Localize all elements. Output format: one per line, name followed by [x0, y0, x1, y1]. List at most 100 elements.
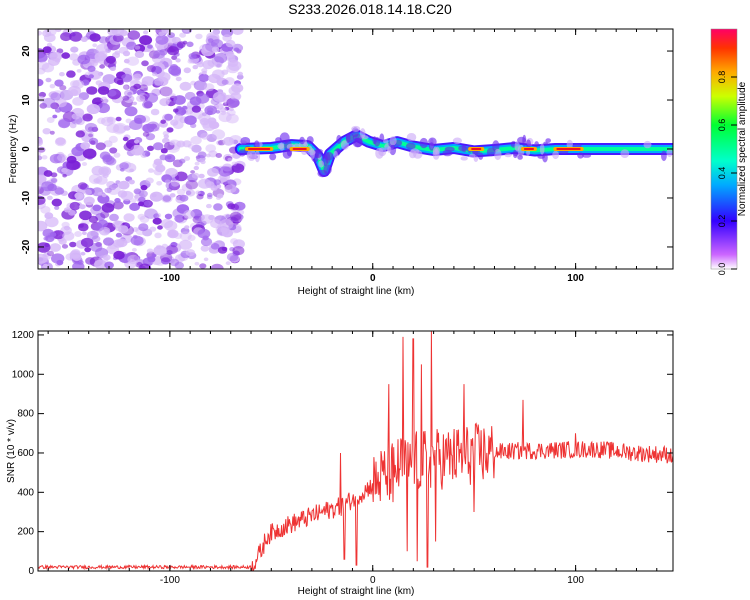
- noise-speckle: [38, 52, 48, 63]
- noise-speckle: [81, 162, 88, 166]
- noise-speckle: [134, 45, 141, 50]
- noise-speckle: [221, 246, 228, 251]
- noise-speckle: [159, 49, 168, 56]
- ridge-fuzz: [432, 146, 438, 156]
- noise-speckle: [107, 29, 118, 36]
- noise-speckle: [214, 62, 223, 68]
- noise-speckle: [86, 103, 101, 115]
- noise-speckle: [146, 65, 156, 73]
- ridge-fuzz: [543, 141, 548, 146]
- noise-speckle: [38, 151, 42, 157]
- noise-speckle: [86, 86, 98, 95]
- noise-speckle: [183, 156, 191, 161]
- noise-speckle: [210, 243, 220, 250]
- noise-speckle: [160, 119, 166, 124]
- colorbar-label: Normalized spectral amplitude: [737, 81, 748, 216]
- noise-speckle: [77, 54, 91, 65]
- noise-speckle: [114, 198, 121, 203]
- noise-speckle: [153, 245, 167, 256]
- ridge-fuzz: [383, 139, 389, 144]
- noise-speckle: [203, 257, 209, 262]
- noise-speckle: [149, 226, 157, 232]
- noise-speckle: [55, 29, 62, 33]
- noise-speckle: [229, 98, 240, 108]
- noise-speckle: [39, 102, 48, 109]
- noise-speckle: [179, 194, 189, 202]
- noise-speckle: [225, 261, 231, 266]
- noise-speckle: [225, 39, 236, 48]
- noise-speckle: [42, 29, 52, 37]
- noise-speckle: [170, 68, 181, 77]
- noise-speckle: [216, 196, 221, 200]
- ridge-fuzz: [309, 148, 315, 160]
- noise-speckle: [60, 32, 72, 42]
- noise-speckle: [75, 130, 86, 138]
- noise-speckle: [97, 194, 110, 204]
- noise-speckle: [197, 151, 207, 159]
- noise-speckle: [230, 203, 240, 211]
- ridge-fuzz: [340, 140, 349, 150]
- noise-speckle: [154, 212, 162, 218]
- noise-speckle: [167, 32, 175, 38]
- noise-speckle: [192, 215, 203, 224]
- noise-speckle: [192, 64, 199, 70]
- noise-speckle: [191, 144, 202, 153]
- noise-speckle: [118, 225, 129, 234]
- ridge-fuzz: [517, 154, 523, 160]
- noise-speckle: [96, 43, 109, 54]
- noise-speckle: [59, 85, 67, 91]
- noise-speckle: [218, 166, 232, 177]
- noise-speckle: [191, 105, 201, 113]
- noise-speckle: [157, 225, 163, 230]
- noise-speckle: [133, 188, 142, 195]
- noise-speckle: [180, 227, 190, 235]
- noise-speckle: [115, 232, 122, 238]
- snr-panel: -100 0 100 0 200 400 600 800 1000 1200 Height of…: [6, 330, 674, 597]
- noise-speckle: [198, 73, 210, 82]
- noise-speckle: [214, 53, 228, 64]
- colorbar-ticks: 0.0 0.2 0.4 0.6 0.8: [717, 71, 737, 275]
- noise-speckle: [184, 115, 197, 125]
- noise-speckle: [169, 141, 175, 146]
- noise-speckle: [88, 215, 99, 223]
- noise-speckle: [221, 79, 229, 85]
- noise-speckle: [71, 113, 80, 120]
- ridge-fuzz: [566, 139, 573, 149]
- y-tick-label: 10: [21, 94, 32, 106]
- ridge-fuzz: [542, 152, 548, 163]
- noise-speckle: [47, 183, 57, 192]
- ridge-fuzz: [254, 150, 261, 163]
- ridge-fuzz: [352, 134, 363, 141]
- noise-speckle: [193, 165, 199, 171]
- noise-speckle: [100, 96, 108, 102]
- noise-speckle: [164, 213, 173, 220]
- noise-speckle: [175, 76, 182, 82]
- colorbar-tick-label: 0.2: [717, 215, 727, 228]
- noise-speckle: [76, 69, 82, 73]
- noise-speckle: [206, 203, 212, 209]
- noise-speckle: [128, 179, 135, 185]
- noise-speckle: [97, 192, 103, 196]
- noise-speckle: [210, 263, 224, 269]
- ridge-fuzz: [494, 148, 502, 161]
- noise-speckle: [120, 190, 134, 201]
- noise-speckle: [163, 134, 169, 139]
- noise-speckle: [164, 154, 176, 163]
- ridge-fuzz: [389, 136, 397, 146]
- noise-speckle: [153, 158, 163, 166]
- noise-speckle: [183, 29, 191, 33]
- noise-speckle: [231, 163, 245, 173]
- noise-speckle: [38, 137, 43, 145]
- noise-speckle: [230, 238, 239, 245]
- noise-speckle: [161, 174, 173, 183]
- noise-speckle: [57, 153, 68, 162]
- ridge-fuzz: [661, 150, 667, 162]
- noise-speckle: [139, 215, 150, 223]
- noise-speckle: [140, 184, 148, 191]
- noise-speckle: [141, 60, 149, 67]
- noise-speckle: [142, 131, 150, 137]
- noise-speckle: [211, 122, 219, 128]
- noise-speckle: [154, 78, 164, 86]
